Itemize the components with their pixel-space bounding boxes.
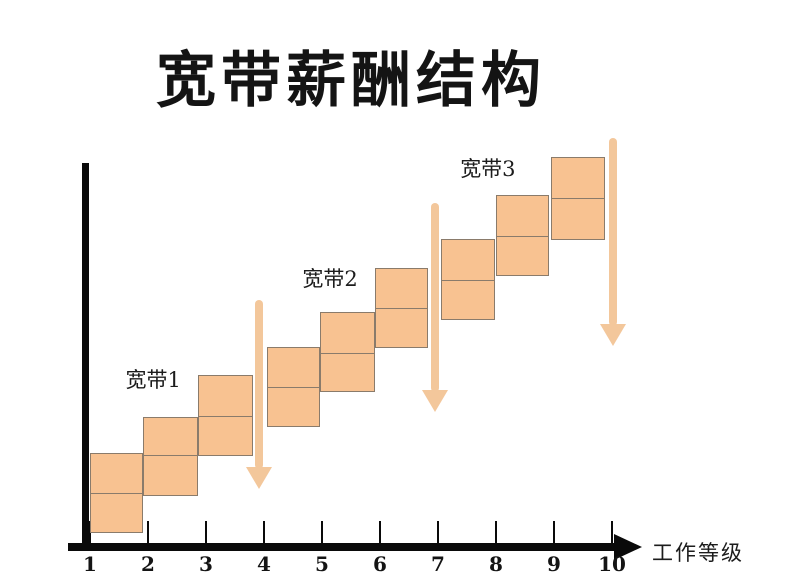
x-tick-label: 1 — [83, 552, 97, 576]
salary-box — [320, 312, 375, 393]
salary-box — [143, 417, 198, 496]
band-label: 宽带3 — [460, 156, 516, 181]
x-tick-label: 2 — [141, 552, 155, 576]
salary-box — [266, 346, 321, 427]
band-label: 宽带2 — [302, 266, 358, 291]
x-tick — [495, 521, 497, 543]
y-axis-line — [82, 163, 89, 551]
x-axis-arrowhead-icon — [614, 534, 642, 560]
x-tick — [553, 521, 555, 543]
salary-box-midline — [91, 492, 143, 494]
salary-box — [551, 157, 606, 240]
down-arrow-head-icon — [422, 389, 449, 412]
x-tick-label: 8 — [489, 552, 503, 576]
x-tick — [321, 521, 323, 543]
x-tick-label: 5 — [315, 552, 329, 576]
x-tick — [379, 521, 381, 543]
salary-box-midline — [321, 353, 374, 355]
salary-box-midline — [552, 197, 605, 199]
x-axis-title: 工作等级 — [652, 541, 744, 565]
x-tick-label: 4 — [257, 552, 271, 576]
salary-box-midline — [441, 280, 494, 282]
salary-box — [440, 238, 495, 320]
x-axis-line — [68, 543, 616, 551]
x-tick-label: 6 — [373, 552, 387, 576]
salary-box-midline — [144, 454, 197, 456]
down-arrow-head-icon — [245, 466, 272, 489]
x-tick — [611, 521, 613, 543]
down-arrow-head-icon — [600, 324, 627, 347]
x-tick — [263, 521, 265, 543]
salary-box — [90, 453, 144, 533]
band-label: 宽带1 — [125, 367, 181, 392]
chart-title: 宽带薪酬结构 — [156, 46, 546, 116]
salary-box — [496, 194, 549, 276]
x-tick-label: 10 — [598, 552, 626, 576]
x-tick-label: 3 — [199, 552, 213, 576]
x-tick-label: 7 — [431, 552, 445, 576]
down-arrow-shaft — [609, 137, 618, 327]
salary-box-midline — [375, 307, 428, 309]
x-tick — [437, 521, 439, 543]
salary-box-midline — [267, 387, 320, 389]
salary-box — [197, 375, 253, 457]
salary-box-midline — [497, 236, 548, 238]
x-tick — [147, 521, 149, 543]
x-tick-label: 9 — [547, 552, 561, 576]
down-arrow-shaft — [254, 299, 263, 469]
salary-box — [374, 268, 429, 349]
salary-box-midline — [198, 415, 252, 417]
x-tick — [205, 521, 207, 543]
down-arrow-shaft — [431, 203, 440, 392]
